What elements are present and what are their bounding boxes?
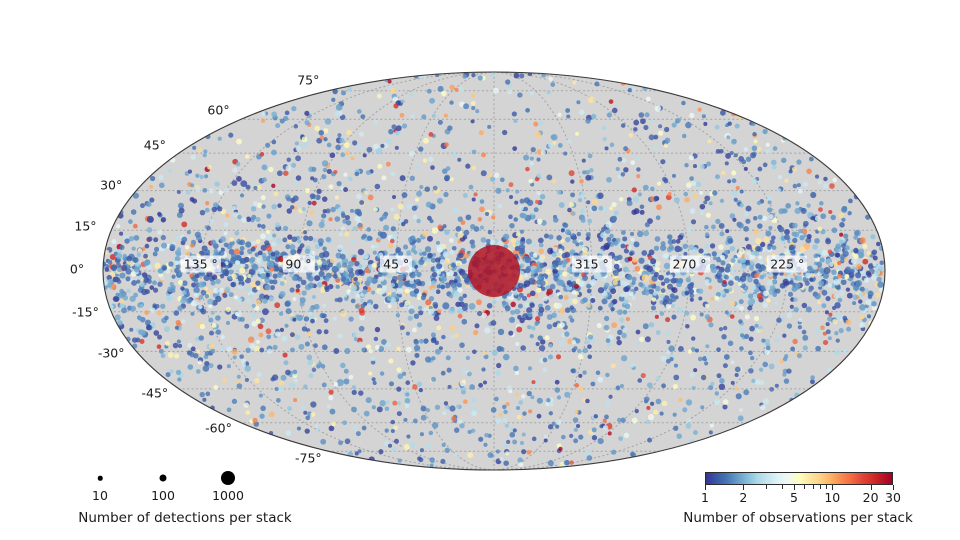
size-legend-title: Number of detections per stack [78,510,292,526]
size-legend-label-100: 100 [151,488,175,503]
colorbar-tick-labels: 1 2 5 10 20 30 [701,490,901,508]
colorbar-tick-label-1: 1 [701,490,709,505]
longitude-label-90: 90 ° [282,255,315,273]
colorbar-tick-label-10: 10 [824,490,841,505]
colorbar-tick-30 [893,485,894,490]
colorbar-tick-label-2: 2 [739,490,748,505]
colorbar-tick-10 [832,485,834,490]
latitude-label-neg45: -45° [141,385,169,401]
longitude-label-270: 270 ° [669,255,710,273]
size-legend-marker-1000 [221,471,235,485]
latitude-label-30: 30° [100,177,123,193]
colorbar-tick-20 [870,485,872,490]
colorbar-tick-2 [743,485,745,490]
latitude-label-75: 75° [297,72,320,88]
colorbar-tick-4 [781,485,783,489]
colorbar-tick-3 [765,485,767,489]
latitude-label-60: 60° [207,102,230,118]
colorbar-tick-label-5: 5 [789,490,798,505]
colorbar-title: Number of observations per stack [683,510,913,526]
colorbar-ticks [705,485,894,491]
latitude-label-neg75: -75° [294,450,322,466]
size-legend: 10 100 1000 Number of detections per stack [55,462,315,532]
colorbar-tick-1 [705,485,706,490]
latitude-label-45: 45° [143,137,166,153]
colorbar-tick-9 [826,485,828,489]
colorbar-tick-label-30: 30 [885,490,901,505]
size-legend-label-10: 10 [92,488,108,503]
colorbar-gradient [705,472,893,485]
colorbar-tick-6 [804,485,806,489]
latitude-label-neg30: -30° [97,345,125,361]
longitude-label-45: 45 ° [380,255,413,273]
longitude-label-315: 315 ° [571,255,612,273]
latitude-label-15: 15° [74,218,97,234]
colorbar-tick-5 [793,485,795,490]
map-border [102,71,886,471]
colorbar-tick-8 [819,485,821,489]
latitude-label-neg15: -15° [72,304,99,320]
size-legend-marker-100 [159,474,167,482]
latitude-label-neg60: -60° [205,420,232,436]
size-legend-marker-10 [97,475,103,481]
colorbar-tick-label-20: 20 [862,490,879,505]
size-legend-markers: 10 100 1000 [55,462,315,503]
size-legend-label-1000: 1000 [212,488,244,503]
colorbar-legend: 1 2 5 10 20 30 Number of observations per sta… [683,468,913,534]
longitude-label-135: 135 ° [180,255,221,273]
colorbar-tick-7 [812,485,814,489]
longitude-label-225: 225 ° [767,255,808,273]
latitude-label-0: 0° [69,261,85,277]
